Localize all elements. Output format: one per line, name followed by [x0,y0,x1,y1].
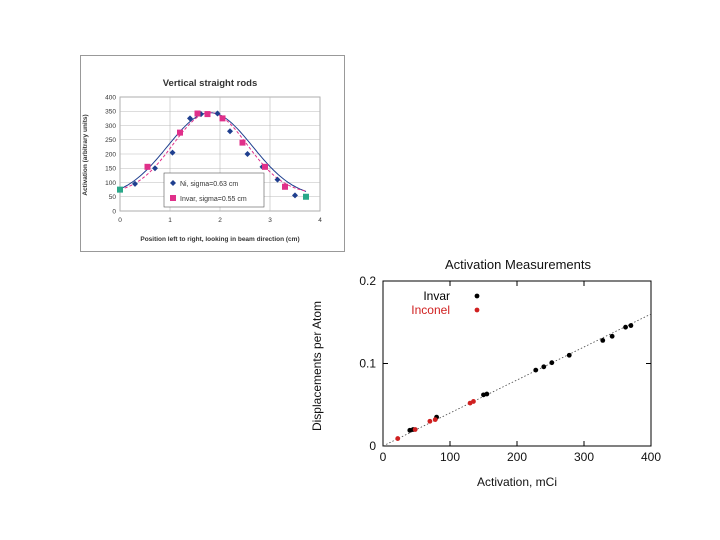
activation-measurements-chart: Activation Measurements 0 100 200 300 400 0 0.… [310,257,661,489]
chart1-legend: Ni, sigma=0.63 cm Invar, sigma=0.55 cm [163,172,265,208]
chart2-point-invar [628,323,634,328]
chart1-ytick-label: 300 [105,123,116,130]
legend-invar-marker-icon [170,195,176,201]
chart1-point-invar [177,129,183,136]
legend-ni-marker-icon [170,180,176,186]
chart1-xtick-label: 1 [168,217,172,224]
chart1-point-ni [227,128,233,135]
chart2-point-invar [600,338,606,343]
chart1-xtick-label: 4 [318,217,322,224]
chart1-point-invar [194,110,201,117]
chart1-point-invar [219,115,226,122]
chart1-xtick-label: 2 [218,217,222,224]
chart1-point-ni [132,180,138,187]
chart2-xtick-label: 100 [440,450,460,464]
chart2-fit-line [382,313,652,447]
chart2-legend: Invar Inconel [411,289,480,317]
chart2-ylabel: Displacements per Atom [310,301,324,431]
chart1-ytick-label: 0 [112,208,116,215]
chart2-ytick-label: 0.1 [359,357,376,371]
legend-invar-marker-icon [474,293,480,299]
chart1-ytick-label: 150 [105,166,116,173]
chart1-point-ni [169,149,176,156]
chart2-point-invar [566,352,572,358]
chart2-point-invar [623,324,628,330]
chart1-ytick-label: 250 [105,137,116,144]
chart1-points [117,110,309,200]
chart2-point-inconel [471,399,476,404]
chart1-fit-curve [119,112,307,192]
chart1-point-reference [303,193,309,200]
chart2-xtick-label: 400 [641,450,661,464]
chart1-xtick-label: 0 [118,217,122,224]
chart2-xtick-label: 300 [574,450,594,464]
chart1-axes: 0 50 100 150 200 250 300 350 400 0 1 2 3 4 [105,94,322,224]
chart2-xtick-label: 200 [507,450,527,464]
chart1-ylabel: Activation (arbitrary units) [82,114,89,195]
chart2-axes: 0 100 200 300 400 0 0.1 0.2 [359,274,661,464]
chart1-xlabel: Position left to right, looking in beam … [140,236,299,243]
chart1-fit-curves [119,112,307,192]
chart1-point-ni [214,110,221,117]
chart2-point-inconel [412,427,418,432]
chart1-xtick-label: 3 [268,217,272,224]
legend-inconel-marker-icon [474,307,480,313]
chart1-point-ni [152,165,158,172]
chart1-point-invar [262,163,268,170]
chart2-point-invar [484,391,490,397]
chart2-point-inconel [432,417,438,422]
chart2-ytick-label: 0 [369,439,376,453]
chart1-point-ni [292,192,298,199]
chart1-point-ni [187,115,193,122]
chart2-point-invar [549,360,555,366]
chart1-point-invar [144,163,151,170]
chart1-point-ni [274,176,281,183]
chart1-title: Vertical straight rods [163,78,258,89]
chart1-point-ni [244,151,251,157]
chart1-point-invar [204,111,211,118]
chart1-point-invar [282,183,288,190]
chart2-fit-line-path [382,313,652,447]
chart2-ytick-label: 0.2 [359,274,376,288]
chart1-point-reference [117,186,123,193]
legend-invar-label: Invar [423,289,450,303]
chart2-point-inconel [395,436,401,441]
legend-inconel-label: Inconel [411,303,450,317]
chart1-ytick-label: 350 [105,109,116,116]
chart1-legend-box [163,172,265,208]
chart1-ytick-label: 100 [105,180,116,187]
chart2-xlabel: Activation, mCi [477,475,557,489]
chart2-point-invar [533,367,539,373]
legend-invar-label: Invar, sigma=0.55 cm [180,196,247,203]
vertical-rods-chart: Vertical straight rods 05010015020025030… [80,55,345,252]
chart2-point-invar [541,364,547,370]
chart2-xtick-label: 0 [380,450,387,464]
legend-ni-label: Ni, sigma=0.63 cm [180,181,238,188]
chart1-ytick-label: 50 [109,194,117,201]
chart2-point-invar [609,333,615,339]
chart2-point-inconel [427,418,433,424]
chart1-fit-curve [119,112,307,192]
chart2-points [395,323,634,441]
chart1-ytick-label: 200 [105,151,116,158]
chart2-title: Activation Measurements [445,257,591,272]
chart1-point-invar [239,139,246,146]
chart1-ytick-label: 400 [105,94,116,101]
